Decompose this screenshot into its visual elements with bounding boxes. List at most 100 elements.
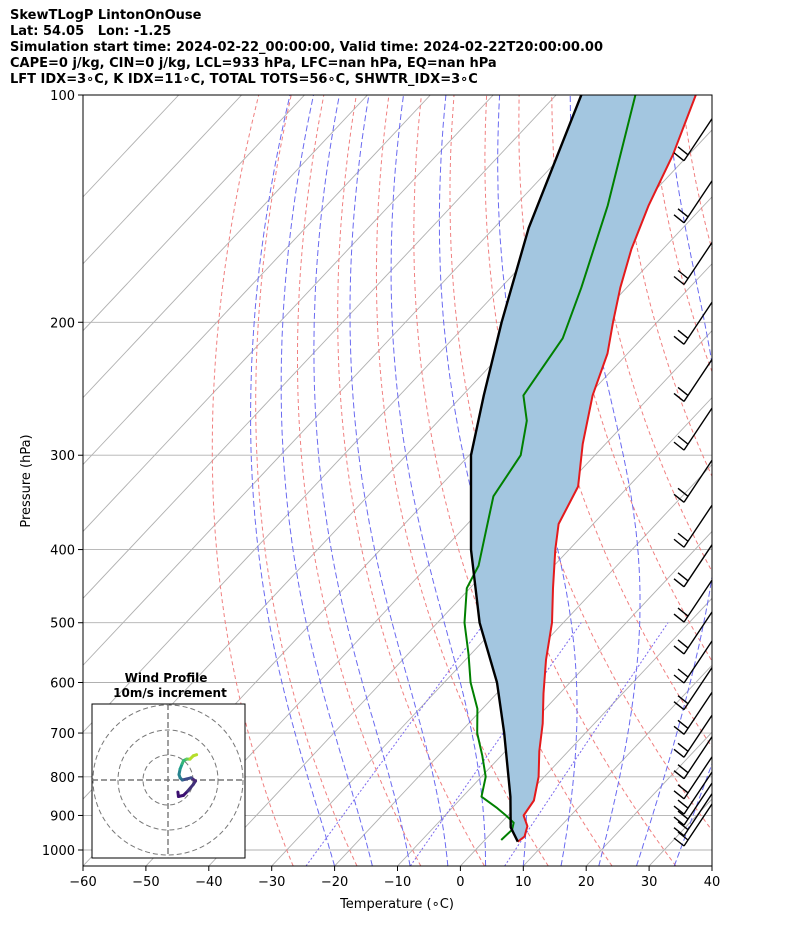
moist-adiabat [313,95,411,866]
dry-adiabat [583,95,712,573]
wind-barb [673,736,713,780]
barb-staff [683,359,713,402]
time-line: Simulation start time: 2024-02-22_00:00:… [10,40,603,55]
barb-staff [683,667,713,711]
x-tick-label: −60 [69,875,96,890]
wind-barb [673,771,713,815]
barb-staff [683,771,713,815]
wind-barb [673,803,713,847]
wind-barb [673,640,713,684]
wind-barb [673,407,713,451]
barb-flag [673,816,685,826]
index-line: LFT IDX=3∘C, K IDX=11∘C, TOTAL TOTS=56∘C… [10,72,478,87]
isotherm-line [83,95,557,599]
barb-flag [677,764,689,774]
barb-flag [677,695,689,705]
wind-barb [673,459,713,503]
x-tick-label: −10 [384,875,411,890]
isotherm-line [460,597,712,866]
location-line: Lat: 54.05 Lon: -1.25 [10,24,172,39]
barb-staff [683,691,713,735]
barb-staff [683,803,713,847]
wind-barb [673,782,713,826]
axes: Temperature (∘C) Pressure (hPa) −60 −50 −4… [19,89,720,912]
barb-flag [677,386,689,396]
isotherm-line [83,95,494,533]
x-tick-label: −20 [321,875,348,890]
wind-barb [673,756,713,800]
barb-flag [677,208,689,218]
barb-flag [677,831,689,841]
x-tick-label: −50 [132,875,159,890]
barb-flag [677,784,689,794]
y-tick-label: 400 [50,544,75,559]
y-tick-label: 1000 [42,844,75,859]
dry-adiabat [337,95,485,866]
isotherm-line [522,664,712,866]
wind-barb [673,301,713,345]
barb-flag [673,701,685,711]
moist-adiabat [673,762,712,866]
barb-flag [677,799,689,809]
barb-flag [677,572,689,582]
y-tick-label: 200 [50,316,75,331]
barb-flag [677,821,689,831]
isotherm-line [83,95,620,666]
moist-adiabat [390,95,487,866]
wind-barb [673,544,713,588]
temperature-line [517,95,697,843]
barb-flag [677,487,689,497]
barb-flag [673,392,685,402]
x-tick-label: −40 [195,875,222,890]
wind-profile-inset: Wind Profile 10m/s increment [91,671,246,859]
wind-barb [673,714,713,758]
wind-barb [673,180,713,224]
y-tick-label: 100 [50,89,75,104]
dry-adiabat [616,95,712,478]
cape-cin-fill [471,95,696,842]
barb-flag [673,837,685,847]
isotherm-line [83,95,305,332]
barb-flag [677,742,689,752]
barb-staff [683,301,713,345]
barb-staff [683,579,713,623]
wind-barb [673,504,713,548]
barb-flag [677,532,689,542]
x-tick-label: 30 [641,875,658,890]
barb-flag [673,214,685,224]
dry-adiabat [715,95,794,866]
y-tick-label: 700 [50,727,75,742]
inset-title: Wind Profile [125,671,208,685]
isotherm-line [83,95,242,265]
y-tick-label: 900 [50,809,75,824]
wind-barbs [673,118,713,847]
barb-flag [673,335,685,345]
dry-adiabat [449,95,677,866]
barb-flag [673,275,685,286]
barb-flag [673,613,685,623]
barb-flag [673,152,685,162]
barb-flag [673,645,685,655]
barb-flag [673,493,685,503]
barb-flag [673,790,685,800]
barb-flag [677,435,689,445]
parcel-line [469,95,583,843]
barb-flag [673,674,685,684]
barb-flag [673,805,685,815]
cape-line: CAPE=0 j/kg, CIN=0 j/kg, LCL=933 hPa, LF… [10,56,497,71]
dry-adiabat [780,95,794,866]
barb-staff [683,407,713,451]
x-tick-label: 10 [515,875,532,890]
wind-barb [673,579,713,623]
barb-staff [683,504,713,548]
moist-adiabat [497,95,578,866]
moist-adiabat [250,95,336,866]
x-tick-label: −30 [258,875,285,890]
moist-adiabat [711,864,712,866]
dry-adiabat [297,95,422,866]
isotherm-line [83,95,368,399]
barb-flag [673,725,685,735]
barb-flag [677,146,689,156]
barb-staff [683,756,713,800]
isotherm-line [711,865,712,866]
